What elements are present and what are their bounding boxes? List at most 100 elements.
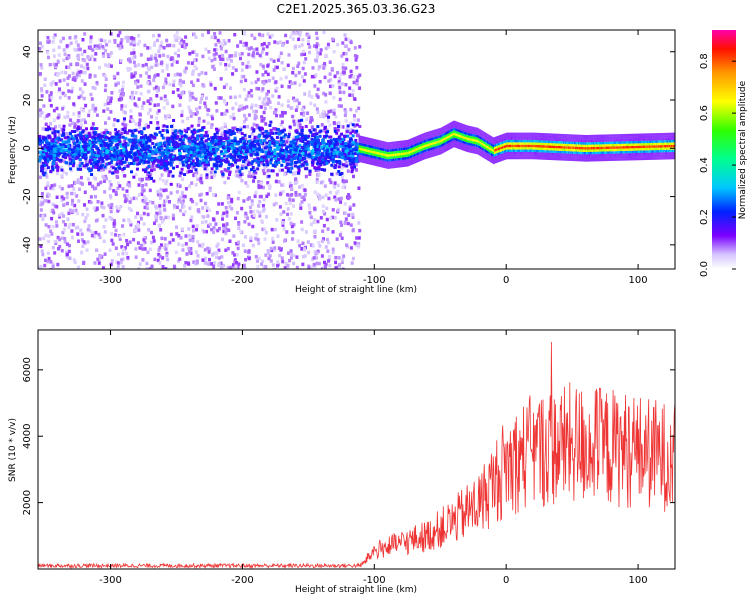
spectrogram-cell: [128, 140, 132, 144]
spectrogram-cell: [103, 148, 107, 152]
spectrogram-cell: [365, 156, 367, 159]
spectrogram-cell: [293, 46, 297, 50]
spectrogram-cell: [138, 177, 142, 182]
spectrogram-cell: [220, 112, 224, 116]
spectrogram-cell: [354, 162, 358, 167]
spectrogram-cell: [262, 172, 266, 176]
spectrogram-cell: [63, 152, 67, 156]
spectrogram-cell: [70, 136, 74, 140]
spectrogram-cell: [79, 94, 83, 98]
spectrogram-cell: [245, 216, 249, 220]
spectrogram-cell: [172, 43, 176, 48]
spectrogram-cell: [87, 167, 91, 171]
spectrogram-cell: [45, 149, 49, 153]
spectrogram-cell: [82, 240, 86, 244]
spectrogram-cell: [88, 229, 92, 233]
spectrogram-cell: [142, 188, 146, 193]
spectrogram-cell: [374, 151, 376, 154]
spectrogram-cell: [354, 109, 358, 113]
spectrogram-cell: [273, 248, 277, 252]
spectrogram-cell: [80, 161, 84, 165]
spectrogram-cell: [187, 164, 191, 168]
spectrogram-cell: [264, 264, 268, 269]
spectrogram-cell: [200, 161, 204, 165]
spectrogram-cell: [353, 142, 357, 146]
spectrogram-cell: [341, 144, 345, 148]
spectrogram-cell: [64, 148, 68, 152]
spectrogram-cell: [110, 91, 114, 95]
spectrogram-cell: [121, 265, 125, 269]
spectrogram-cell: [198, 193, 202, 197]
spectrogram-cell: [236, 264, 240, 269]
spectrogram-cell: [102, 179, 106, 183]
spectrogram-cell: [41, 146, 45, 150]
spectrogram-cell: [233, 258, 237, 262]
spectrogram-cell: [115, 170, 119, 174]
spectrogram-cell: [360, 138, 362, 141]
spectrogram-cell: [172, 205, 176, 210]
spectrogram-cell: [243, 235, 247, 239]
spectrogram-cell: [191, 139, 195, 143]
spectrogram-cell: [58, 87, 62, 91]
spectrogram-cell: [283, 111, 287, 115]
spectrogram-cell: [140, 187, 144, 191]
spectrogram-cell: [175, 60, 179, 64]
spectrogram-cell: [315, 93, 319, 97]
spectrogram-cell: [70, 168, 74, 173]
spectrogram-cell: [312, 206, 316, 211]
spectrogram-cell: [261, 142, 265, 146]
spectrogram-cell: [167, 173, 171, 178]
spectrogram-cell: [309, 101, 313, 106]
spectrogram-cell: [127, 180, 131, 185]
spectrogram-cell: [136, 140, 140, 144]
spectrogram-cell: [331, 84, 335, 88]
spectrogram-cell: [371, 157, 373, 161]
spectrogram-cell: [358, 157, 360, 160]
spectrogram-cell: [268, 134, 272, 138]
spectrogram-cell: [358, 135, 360, 138]
spectrogram-cell: [366, 146, 368, 150]
spectrogram-cell: [313, 235, 317, 239]
spectrogram-cell: [346, 148, 350, 152]
spectrogram-cell: [120, 107, 124, 111]
spectrogram-cell: [222, 141, 226, 145]
spectrogram-cell: [281, 143, 285, 147]
spectrogram-cell: [201, 242, 205, 247]
spectrogram-cell: [234, 68, 238, 72]
spectrogram-cell: [138, 246, 142, 250]
spectrogram-cell: [111, 242, 115, 246]
spectrogram-cell: [221, 172, 225, 176]
spectrogram-cell: [196, 142, 200, 146]
spectrogram-cell: [253, 167, 257, 172]
spectrogram-cell: [155, 212, 159, 216]
spectrogram-cell: [147, 177, 151, 181]
spectrogram-cell: [60, 248, 64, 253]
spectrogram-cell: [114, 167, 118, 171]
spectrogram-cell: [272, 68, 276, 72]
spectrogram-cell: [350, 170, 354, 174]
chart-title: C2E1.2025.365.03.36.G23: [277, 2, 436, 16]
spectrogram-cell: [114, 190, 118, 195]
spectrogram-cell: [313, 145, 317, 149]
spectrogram-cell: [130, 147, 134, 151]
spectrogram-cell: [313, 157, 317, 161]
spectrogram-cell: [165, 167, 169, 171]
spectrogram-cell: [358, 137, 360, 141]
spectrogram-cell: [340, 223, 344, 227]
spectrogram-cell: [271, 169, 275, 173]
spectrogram-cell: [183, 173, 187, 177]
spectrogram-cell: [212, 264, 216, 269]
spectrogram-cell: [271, 240, 275, 244]
spectrogram-cell: [250, 103, 254, 107]
spectrogram-cell: [71, 155, 75, 159]
spectrogram-cell: [120, 104, 124, 108]
spectrogram-cell: [138, 112, 142, 116]
spectrogram-cell: [156, 103, 160, 107]
spectrogram-cell: [43, 146, 47, 150]
spectrogram-cell: [302, 195, 306, 199]
spectrogram-cell: [348, 93, 352, 97]
spectrogram-cell: [231, 66, 235, 70]
spectrogram-cell: [179, 157, 183, 161]
spectrogram-cell: [135, 144, 139, 148]
spectrogram-cell: [308, 129, 312, 133]
